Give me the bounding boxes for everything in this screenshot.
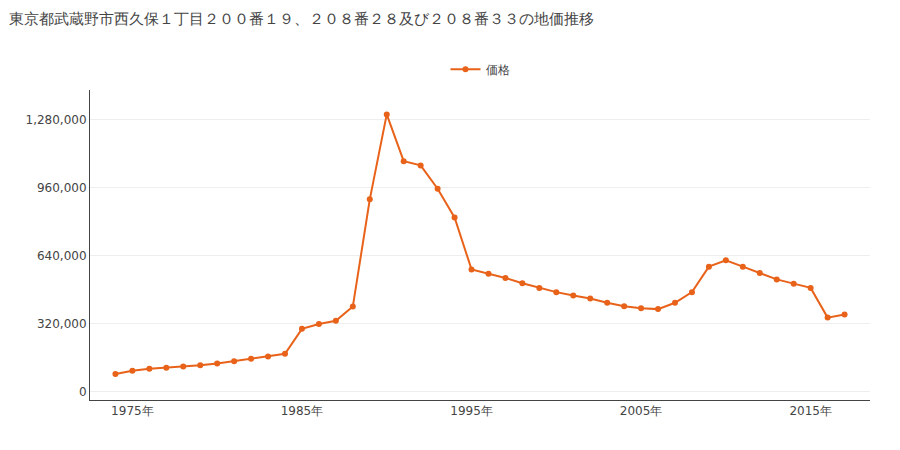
svg-text:960,000: 960,000 [37,181,87,195]
svg-text:2015年: 2015年 [789,404,832,418]
svg-text:1975年: 1975年 [111,404,154,418]
svg-text:0: 0 [79,385,87,399]
svg-text:1985年: 1985年 [281,404,324,418]
svg-text:2005年: 2005年 [620,404,663,418]
svg-text:東京都武蔵野市西久保１丁目２００番１９、２０８番２８及び２０: 東京都武蔵野市西久保１丁目２００番１９、２０８番２８及び２０８番３３の地価推移 [9,10,594,28]
svg-text:1,280,000: 1,280,000 [26,113,87,127]
svg-text:320,000: 320,000 [37,317,87,331]
svg-text:価格: 価格 [486,63,510,77]
svg-text:1995年: 1995年 [450,404,493,418]
svg-text:640,000: 640,000 [37,249,87,263]
